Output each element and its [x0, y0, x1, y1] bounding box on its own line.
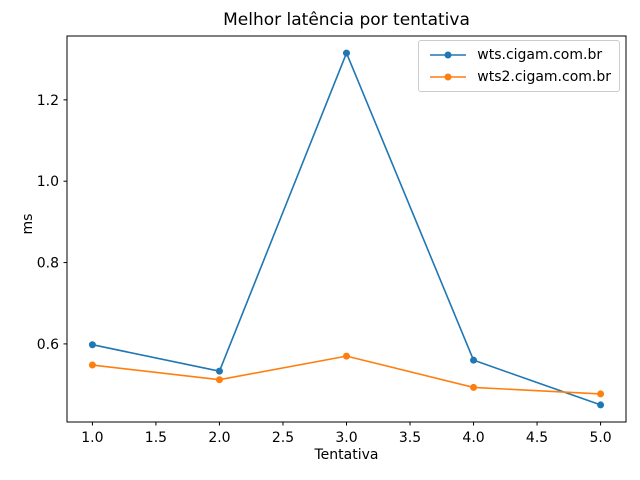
y-tick-label: 0.8	[37, 256, 59, 272]
x-tick-label: 4.5	[526, 430, 548, 446]
series-1-marker	[470, 383, 478, 391]
series-0-marker	[215, 367, 223, 375]
series-1-marker	[88, 361, 96, 369]
legend-entry: wts2.cigam.com.br	[429, 67, 611, 87]
series-0-marker	[597, 401, 605, 409]
x-tick-label: 1.0	[81, 430, 103, 446]
legend-line-sample	[430, 73, 467, 81]
x-tick-label: 4.0	[462, 430, 484, 446]
x-tick-label: 3.5	[399, 430, 421, 446]
series-1-marker	[215, 376, 223, 384]
legend-label: wts2.cigam.com.br	[477, 69, 611, 85]
series-1-marker	[343, 352, 350, 360]
y-tick-label: 1.2	[37, 93, 59, 109]
series-0-marker	[470, 356, 478, 364]
series-0-marker	[343, 49, 350, 57]
series-line-1	[91, 355, 602, 395]
series-0-marker	[88, 341, 96, 349]
y-tick-label: 0.6	[37, 337, 59, 353]
y-axis-label: ms	[20, 213, 36, 235]
x-tick-label: 2.5	[272, 430, 294, 446]
x-tick-label: 3.0	[335, 430, 357, 446]
x-tick-label: 5.0	[589, 430, 611, 446]
series-1-marker	[597, 390, 605, 398]
y-tick-label: 1.0	[37, 174, 59, 190]
legend-entry: wts.cigam.com.br	[429, 45, 611, 65]
chart-title: Melhor latência por tentativa	[223, 10, 470, 30]
legend: wts.cigam.com.br wts2.cigam.com.br	[418, 40, 620, 92]
x-tick-label: 2.0	[208, 430, 230, 446]
x-axis-label: Tentativa	[314, 447, 379, 463]
legend-label: wts.cigam.com.br	[477, 47, 603, 63]
axes-frame	[66, 35, 627, 423]
series-line-0	[91, 52, 602, 406]
legend-line-sample	[430, 51, 467, 59]
x-tick-label: 1.5	[145, 430, 167, 446]
